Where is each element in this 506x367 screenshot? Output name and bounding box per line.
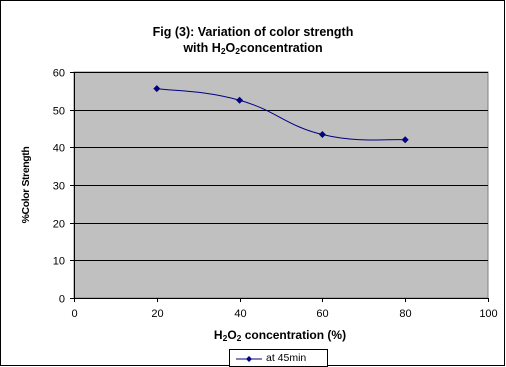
- x-tick-label: 60: [316, 308, 328, 320]
- xlabel-sub-1: 2: [222, 333, 228, 343]
- y-tick-label: 0: [59, 294, 65, 306]
- legend-marker-icon: [236, 356, 262, 362]
- series-layer: [153, 85, 409, 144]
- y-tick-label: 60: [53, 68, 65, 80]
- data-point: [401, 136, 409, 144]
- y-tick-label: 50: [53, 106, 65, 118]
- xlabel-sub-2: 2: [236, 333, 242, 343]
- title-sub-1: 2: [220, 46, 226, 56]
- chart-title-line-2: with H2O2concentration: [0, 41, 506, 55]
- data-point: [318, 131, 326, 139]
- y-tick-label: 40: [53, 143, 65, 155]
- y-tick-label: 30: [53, 181, 65, 193]
- axes: 0 10 20 30 40 50 60 0 20 40 60 80 100: [53, 68, 498, 321]
- title-mid: O: [225, 41, 236, 55]
- x-tick-label: 100: [479, 308, 497, 320]
- xlabel-prefix: H: [213, 328, 223, 342]
- legend: at 45min: [229, 349, 328, 367]
- title-suffix: concentration: [240, 41, 323, 55]
- chart-title-line-1: Fig (3): Variation of color strength: [152, 25, 354, 39]
- xlabel-suffix: concentration (%): [241, 328, 347, 342]
- y-axis-label: %Color Strength: [20, 146, 32, 224]
- x-axis-label: H2O2 concentration (%): [0, 328, 506, 342]
- gridlines: [74, 72, 488, 261]
- title-sub-2: 2: [235, 46, 241, 56]
- x-tick-label: 0: [71, 308, 77, 320]
- x-tick-label: 40: [234, 308, 246, 320]
- series-line: [156, 88, 406, 141]
- x-tick-label: 80: [399, 308, 411, 320]
- y-tick-label: 10: [53, 256, 65, 268]
- legend-label: at 45min: [266, 352, 307, 364]
- data-point: [153, 85, 161, 93]
- y-tick-label: 20: [53, 219, 65, 231]
- data-point: [236, 96, 244, 104]
- title-prefix: with H: [183, 41, 221, 55]
- x-tick-label: 20: [151, 308, 163, 320]
- xlabel-mid: O: [227, 328, 237, 342]
